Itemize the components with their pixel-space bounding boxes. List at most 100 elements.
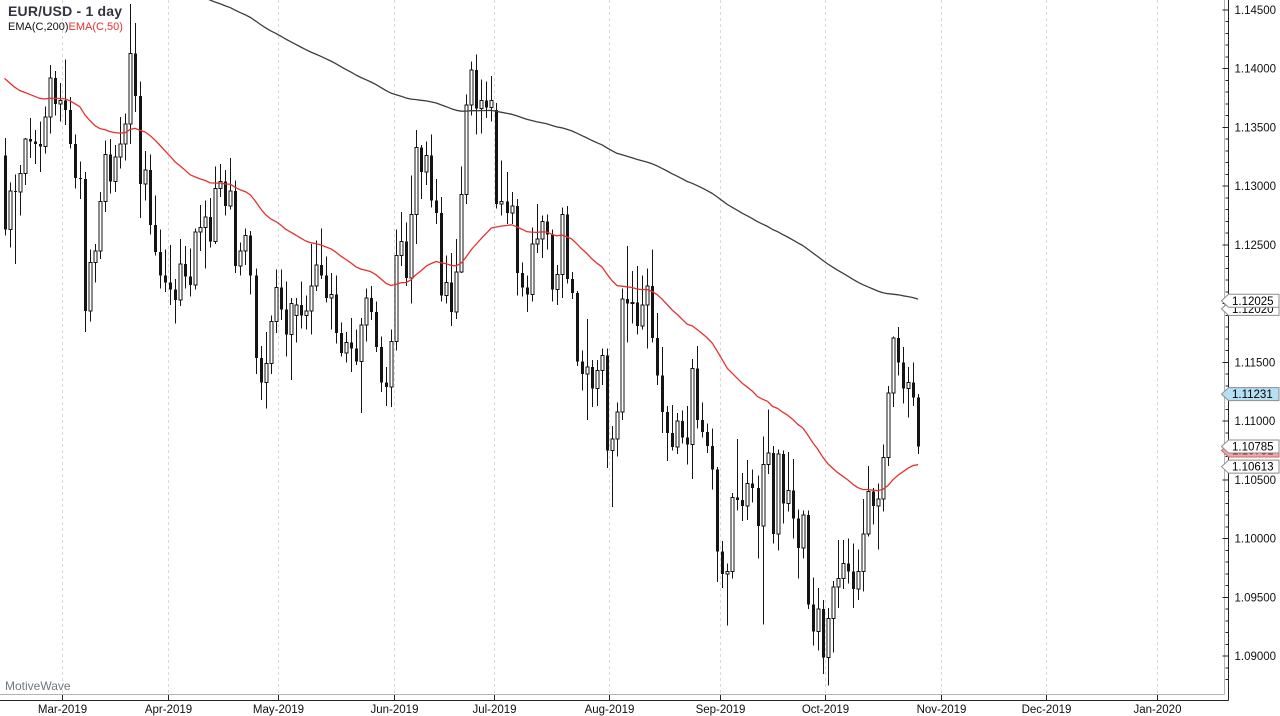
candle-body — [816, 608, 821, 633]
candle-body — [464, 104, 469, 195]
candle-body — [630, 302, 635, 305]
candle-body — [238, 250, 243, 267]
candle-body — [626, 299, 629, 304]
candle-body — [48, 77, 53, 118]
candle-body — [249, 235, 252, 276]
price-tag-value: 1.10613 — [1232, 462, 1274, 474]
candle-body — [209, 216, 212, 242]
candle-body — [897, 337, 900, 363]
candle-body — [54, 78, 57, 104]
ema50-value-tag: 1.10613 — [1220, 459, 1280, 474]
candle-body — [409, 213, 414, 279]
candle-body — [741, 499, 744, 506]
candle-body — [807, 515, 810, 605]
candle-body — [620, 298, 625, 413]
candle-body — [14, 190, 17, 193]
candle-body — [485, 100, 488, 108]
candle-body — [149, 169, 152, 225]
candle-body — [751, 483, 754, 489]
candle-body — [304, 310, 309, 316]
candle-body — [479, 99, 484, 110]
candle-body — [571, 279, 574, 294]
candle-body — [329, 293, 334, 299]
candle-body — [84, 179, 87, 311]
candle-body — [826, 618, 831, 658]
x-axis-label: Apr-2019 — [145, 704, 192, 716]
y-axis-label: 1.12500 — [1235, 240, 1277, 252]
candle-body — [43, 116, 48, 147]
candle-body — [841, 562, 846, 580]
candle-body — [489, 99, 494, 109]
candle-body — [128, 52, 133, 125]
y-axis-label: 1.14500 — [1235, 5, 1277, 17]
x-axis-label: Dec-2019 — [1022, 704, 1072, 716]
candle-body — [495, 109, 498, 204]
candle-body — [375, 311, 378, 348]
candle-body — [325, 275, 328, 298]
candle-body — [856, 571, 861, 590]
candle-body — [420, 147, 423, 173]
candle-body — [782, 454, 785, 504]
candle-body — [424, 155, 429, 173]
time-axis[interactable]: Mar-2019 Apr-2019 May-2019 Jun-2019 Jul-2019… — [0, 694, 1229, 716]
candle-body — [234, 190, 237, 267]
candle-body — [184, 263, 187, 277]
candle-body — [651, 286, 654, 338]
candle-body — [666, 411, 669, 433]
candle-body — [64, 100, 67, 110]
candle-body — [801, 514, 806, 549]
candle-body — [18, 172, 23, 193]
candle-body — [34, 141, 37, 144]
candle-body — [134, 53, 137, 96]
candle-body — [174, 289, 177, 301]
candle-body — [645, 285, 650, 306]
x-axis-label: Sep-2019 — [696, 704, 746, 716]
candle-body — [566, 214, 569, 280]
candle-body — [405, 241, 408, 278]
candle-body — [881, 457, 886, 500]
candle-body — [861, 533, 866, 573]
candle-body — [469, 69, 474, 106]
candle-body — [831, 586, 836, 620]
candle-body — [169, 282, 172, 290]
price-axis[interactable]: 1.09000 1.09500 1.10000 1.10500 1.11000 1.115… — [1222, 0, 1277, 701]
candle-body — [450, 282, 453, 312]
candle-body — [711, 445, 714, 470]
candle-body — [385, 382, 388, 388]
candles-layer[interactable] — [4, 4, 920, 686]
candle-body — [274, 286, 279, 322]
candle-body — [535, 238, 540, 245]
candle-body — [475, 69, 478, 109]
month-gridlines — [62, 0, 1158, 695]
candle-body — [255, 275, 258, 358]
candle-body — [499, 201, 504, 205]
candle-body — [98, 201, 103, 252]
candle-body — [736, 497, 739, 500]
candle-body — [93, 250, 98, 264]
ema200-value-tag: 1.12025 — [1220, 293, 1280, 308]
candle-body — [213, 188, 218, 242]
candle-body — [314, 264, 319, 287]
candle-body — [193, 231, 198, 286]
price-tags: 1.120201.120251.107511.107851.106131.112… — [1220, 293, 1280, 474]
candle-body — [389, 340, 394, 388]
candle-body — [440, 213, 443, 296]
y-axis-label: 1.10000 — [1235, 534, 1277, 546]
candle-body — [309, 285, 314, 312]
candle-body — [585, 366, 590, 375]
candle-body — [118, 143, 123, 158]
candle-body — [886, 392, 891, 459]
x-axis-label: Jan-2020 — [1134, 704, 1182, 716]
candle-body — [58, 99, 63, 105]
candle-body — [822, 609, 825, 658]
candle-body — [836, 578, 841, 588]
y-axis-label: 1.13000 — [1235, 181, 1277, 193]
highlighted-price-tag: 1.11231 — [1220, 387, 1280, 402]
candle-body — [29, 139, 32, 142]
candle-body — [661, 375, 664, 412]
candle-body — [203, 216, 208, 228]
candle-body — [300, 304, 303, 316]
candle-body — [178, 263, 183, 301]
candle-body — [812, 604, 815, 632]
